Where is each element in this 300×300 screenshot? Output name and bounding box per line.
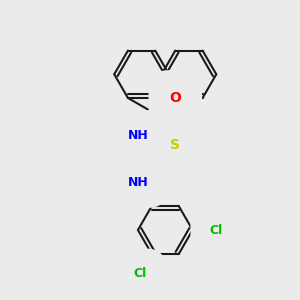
Text: O: O — [169, 91, 181, 105]
Text: NH: NH — [128, 176, 148, 189]
Text: Cl: Cl — [133, 267, 147, 280]
Text: S: S — [170, 138, 180, 152]
Text: Cl: Cl — [209, 224, 223, 236]
Text: NH: NH — [128, 129, 148, 142]
